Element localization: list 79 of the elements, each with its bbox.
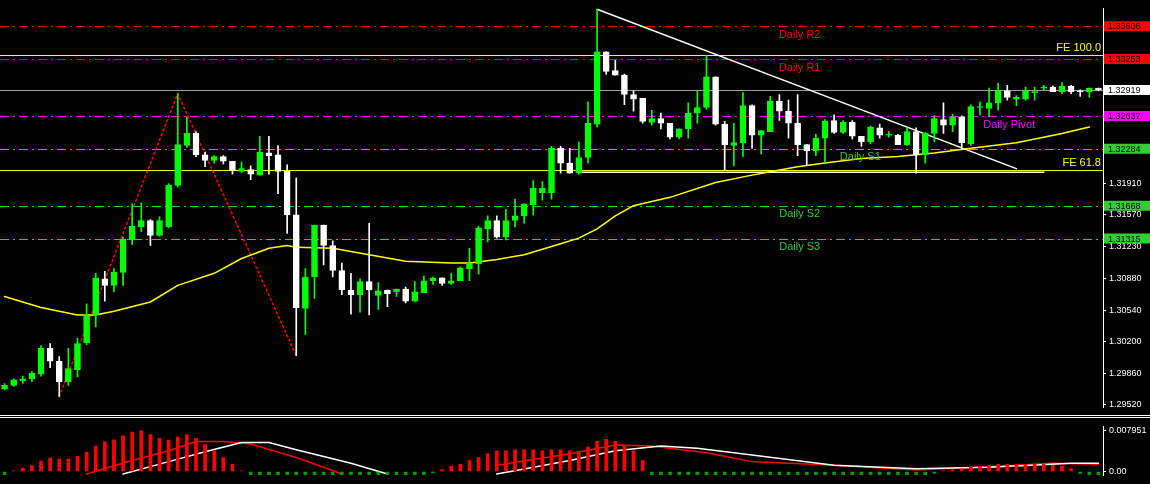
y-tick-label: 1.30880 (1109, 273, 1142, 284)
bar (367, 471, 372, 475)
y-tick-label: 1.31910 (1109, 177, 1142, 188)
bar (759, 471, 763, 475)
bar (20, 468, 25, 472)
bar (814, 471, 818, 475)
text: 1.33253 (1108, 54, 1141, 65)
bar (677, 471, 681, 475)
candlestick (137, 202, 145, 232)
bar (358, 471, 362, 475)
y-tick-label: 1.31570 (1109, 209, 1142, 220)
bar (485, 453, 490, 472)
ref-line-label: Daily R2 (778, 27, 821, 40)
bar (968, 466, 973, 472)
bar (349, 471, 353, 475)
bar (412, 471, 417, 475)
bar (750, 471, 754, 475)
bar (896, 471, 900, 475)
bar (57, 458, 62, 472)
bar (768, 471, 773, 475)
bar (841, 471, 846, 475)
bar (914, 471, 918, 475)
text: 1.32284 (1108, 143, 1141, 154)
bar (1078, 471, 1083, 474)
ref-line-label: FE 100.0 (1056, 41, 1101, 54)
bar (886, 471, 891, 475)
bar (659, 471, 663, 475)
candlestick (757, 130, 765, 155)
bar (686, 471, 691, 475)
y-tick-label: 1.30540 (1109, 304, 1142, 315)
y-tick-label: 1.30200 (1109, 336, 1142, 347)
bar (93, 445, 98, 472)
bar (823, 471, 827, 475)
bar (285, 471, 289, 475)
bar (30, 465, 34, 472)
bar (1060, 465, 1064, 472)
text: 1.33606 (1108, 21, 1141, 32)
bar (340, 471, 344, 475)
bar (1087, 471, 1092, 475)
bar (39, 460, 43, 472)
bar (741, 471, 745, 475)
candlestick (19, 375, 27, 384)
bar (923, 471, 928, 475)
ref-line-label: FE 61.8 (1062, 156, 1101, 169)
bar (731, 471, 736, 475)
bar (649, 471, 654, 475)
y-tick-label: 1.29520 (1109, 399, 1142, 410)
bar (294, 471, 299, 475)
candlestick (365, 222, 373, 316)
bar (48, 457, 52, 472)
bar (804, 471, 809, 475)
bar (276, 471, 280, 475)
candlestick (730, 122, 738, 167)
bar (905, 471, 909, 475)
bar (422, 471, 426, 475)
text: 1.32919 (1108, 84, 1141, 95)
text: 1.32637 (1108, 111, 1141, 122)
bar (1051, 464, 1055, 472)
bar (267, 471, 271, 475)
ref-line-label: Daily S3 (779, 240, 821, 253)
y-tick-label: 0.007951 (1109, 424, 1147, 435)
y-tick-label: 0.00 (1109, 465, 1127, 476)
bar (850, 471, 855, 475)
bar (722, 471, 727, 475)
ref-line-label: Daily R1 (778, 60, 821, 73)
bar (203, 444, 207, 472)
ref-line-label: Daily S2 (779, 207, 821, 220)
ref-line-label: Daily Pivot (983, 117, 1036, 130)
bar (449, 465, 454, 472)
candlestick (374, 282, 382, 310)
bar (248, 471, 253, 475)
text: 1.31668 (1108, 200, 1141, 211)
y-tick-label: 1.29860 (1109, 367, 1142, 378)
bar (668, 471, 672, 475)
bar (257, 471, 262, 475)
bar (832, 471, 836, 475)
bar (376, 471, 381, 475)
bar (330, 471, 335, 475)
bar (212, 450, 217, 472)
